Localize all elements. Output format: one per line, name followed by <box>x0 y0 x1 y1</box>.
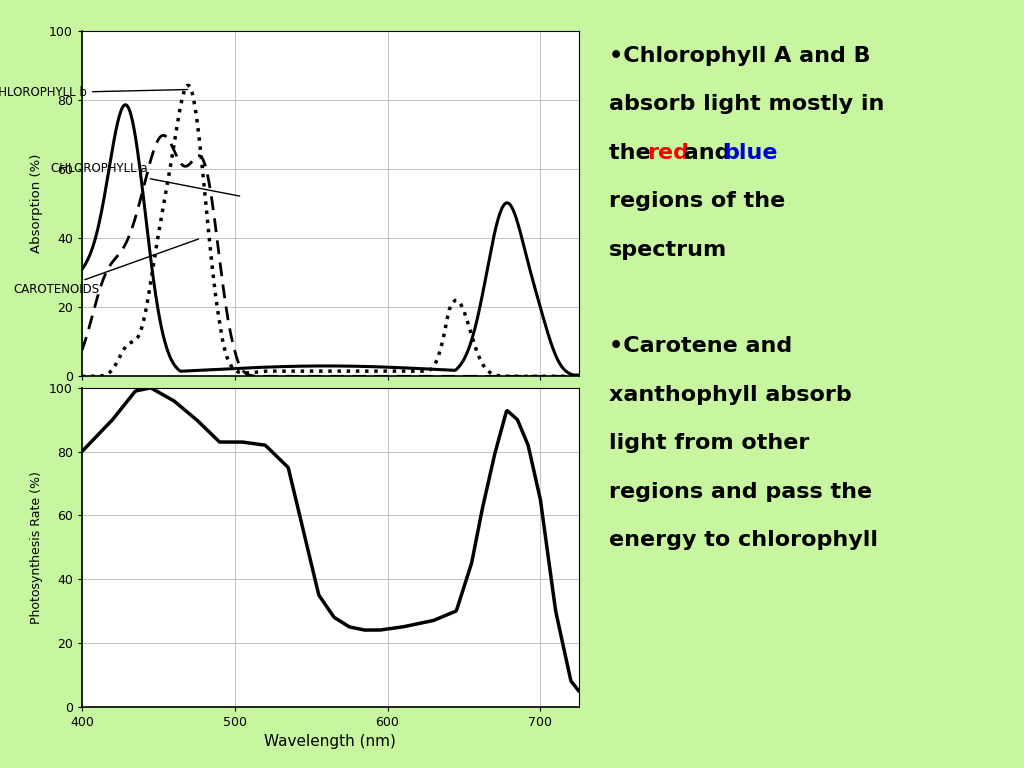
Text: •Carotene and: •Carotene and <box>609 336 793 356</box>
Text: blue: blue <box>724 143 778 163</box>
Text: and: and <box>676 143 738 163</box>
Text: CHLOROPHYLL b: CHLOROPHYLL b <box>0 87 187 99</box>
Text: regions and pass the: regions and pass the <box>609 482 872 502</box>
Text: CAROTENOIDS: CAROTENOIDS <box>13 239 199 296</box>
Text: energy to chlorophyll: energy to chlorophyll <box>609 530 879 550</box>
Text: xanthophyll absorb: xanthophyll absorb <box>609 385 852 405</box>
X-axis label: Wavelength (nm): Wavelength (nm) <box>264 734 396 749</box>
Text: CHLOROPHYLL a: CHLOROPHYLL a <box>51 163 240 196</box>
Text: •Chlorophyll A and B: •Chlorophyll A and B <box>609 46 870 66</box>
Text: spectrum: spectrum <box>609 240 727 260</box>
Y-axis label: Photosynthesis Rate (%): Photosynthesis Rate (%) <box>31 471 43 624</box>
Text: the: the <box>609 143 658 163</box>
Y-axis label: Absorption (%): Absorption (%) <box>31 154 43 253</box>
Text: absorb light mostly in: absorb light mostly in <box>609 94 885 114</box>
Text: light from other: light from other <box>609 433 810 453</box>
Text: regions of the: regions of the <box>609 191 785 211</box>
Text: red: red <box>647 143 689 163</box>
